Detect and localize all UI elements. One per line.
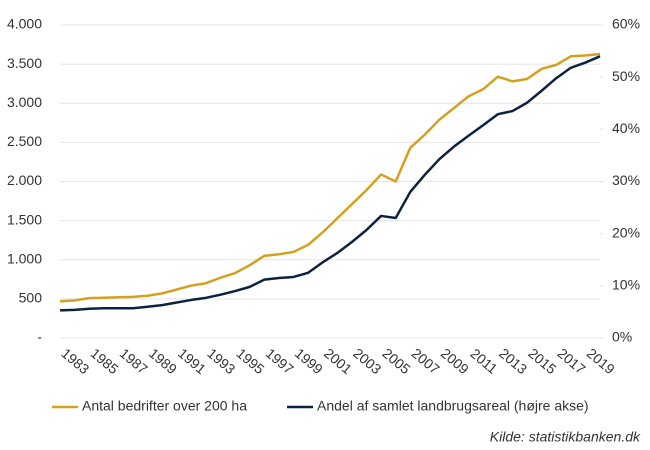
source-note: Kilde: statistikbanken.dk [490, 429, 641, 445]
x-tick-label: 2017 [555, 345, 589, 377]
x-tick-label: 1993 [204, 345, 238, 377]
y-tick-label: 3.000 [7, 94, 42, 110]
x-tick-label: 1989 [146, 345, 180, 377]
y2-tick-label: 50% [612, 68, 640, 84]
x-tick-label: 2015 [525, 345, 559, 377]
legend-label: Andel af samlet landbrugsareal (højre ak… [317, 398, 589, 414]
x-tick-label: 1999 [292, 345, 326, 377]
x-tick-label: 1995 [233, 345, 267, 377]
x-tick-label: 2013 [496, 345, 530, 377]
x-tick-label: 1987 [117, 345, 151, 377]
legend-label: Antal bedrifter over 200 ha [82, 398, 247, 414]
y-tick-label: 500 [19, 290, 43, 306]
x-tick-label: 2003 [350, 345, 384, 377]
x-tick-label: 2001 [321, 345, 355, 377]
x-tick-label: 1997 [263, 345, 297, 377]
y2-tick-label: 20% [612, 224, 640, 240]
y-tick-label: - [37, 329, 42, 345]
y-tick-label: 2.500 [7, 133, 42, 149]
series-line [59, 52, 601, 303]
y2-tick-label: 10% [612, 277, 640, 293]
x-tick-label: 1985 [88, 345, 122, 377]
y2-tick-label: 40% [612, 120, 640, 136]
x-tick-label: 1983 [58, 345, 92, 377]
y-tick-label: 2.000 [7, 172, 42, 188]
x-tick-label: 2005 [379, 345, 413, 377]
y-tick-label: 1.500 [7, 211, 42, 227]
x-tick-label: 2007 [409, 345, 443, 377]
series-line [59, 55, 601, 312]
x-tick-label: 2009 [438, 345, 472, 377]
y2-tick-label: 0% [612, 329, 632, 345]
x-tick-label: 1991 [175, 345, 209, 377]
y2-tick-label: 60% [612, 16, 640, 32]
y2-tick-label: 30% [612, 172, 640, 188]
y-tick-label: 3.500 [7, 55, 42, 71]
y-tick-label: 4.000 [7, 16, 42, 32]
y-tick-label: 1.000 [7, 250, 42, 266]
x-tick-label: 2011 [467, 345, 501, 377]
x-tick-label: 2019 [584, 345, 618, 377]
